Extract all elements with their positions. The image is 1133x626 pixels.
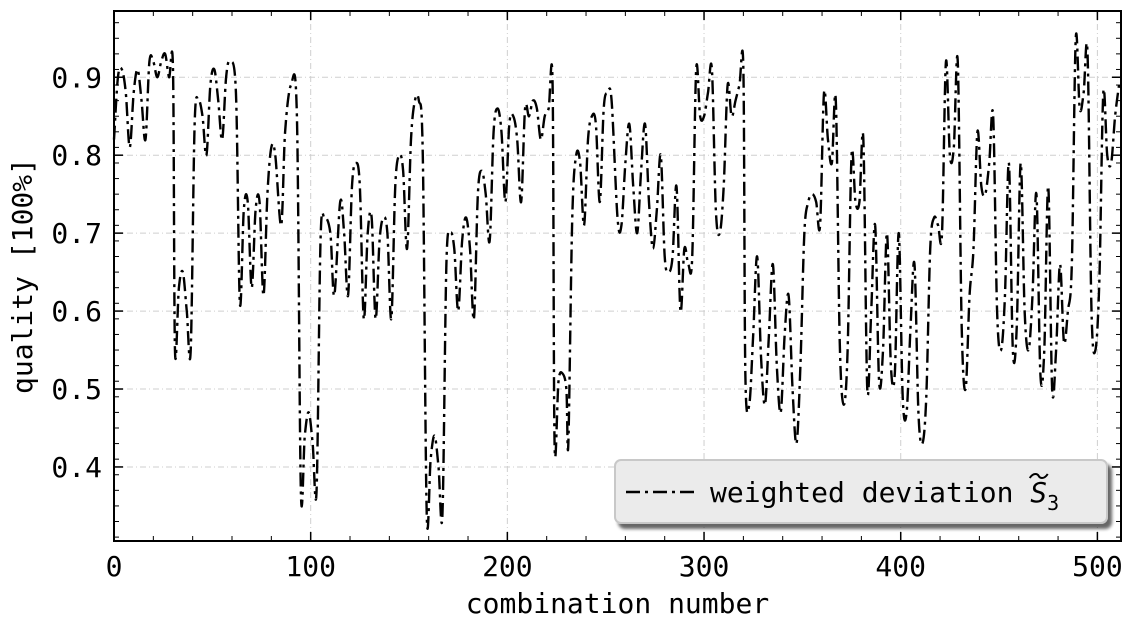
x-tick-label: 100: [285, 550, 336, 583]
legend-entry-base: weighted deviation: [710, 476, 1030, 509]
plot-area-frame: [113, 10, 1122, 542]
tick-labels: 0 100 200 300 400 500 0.4 0.5 0.6 0.7 0.8 0.9: [51, 61, 1122, 583]
y-tick-label: 0.8: [51, 139, 102, 172]
legend-entry-symbol: S: [1030, 476, 1047, 509]
y-tick-label: 0.7: [51, 217, 102, 250]
legend-entry-label: weighted deviation S3: [710, 476, 1059, 515]
x-tick-label: 0: [106, 550, 123, 583]
x-tick-label: 500: [1072, 550, 1123, 583]
x-tick-label: 400: [875, 550, 926, 583]
legend-tilde-mark: [1028, 473, 1049, 479]
y-tick-label: 0.5: [51, 373, 102, 406]
x-tick-label: 300: [679, 550, 730, 583]
y-tick-label: 0.6: [51, 295, 102, 328]
x-tick-label: 200: [482, 550, 533, 583]
axis-ticks: [113, 11, 1121, 541]
y-axis-label: quality [100%]: [6, 158, 39, 394]
y-tick-label: 0.9: [51, 61, 102, 94]
series-line: [112, 32, 1121, 530]
series-layer: [112, 32, 1121, 530]
x-axis-label: combination number: [466, 587, 769, 620]
legend-box: [614, 459, 1108, 524]
y-tick-label: 0.4: [51, 451, 102, 484]
legend: weighted deviation S3: [614, 459, 1108, 524]
legend-entry-subscript: 3: [1047, 491, 1059, 515]
